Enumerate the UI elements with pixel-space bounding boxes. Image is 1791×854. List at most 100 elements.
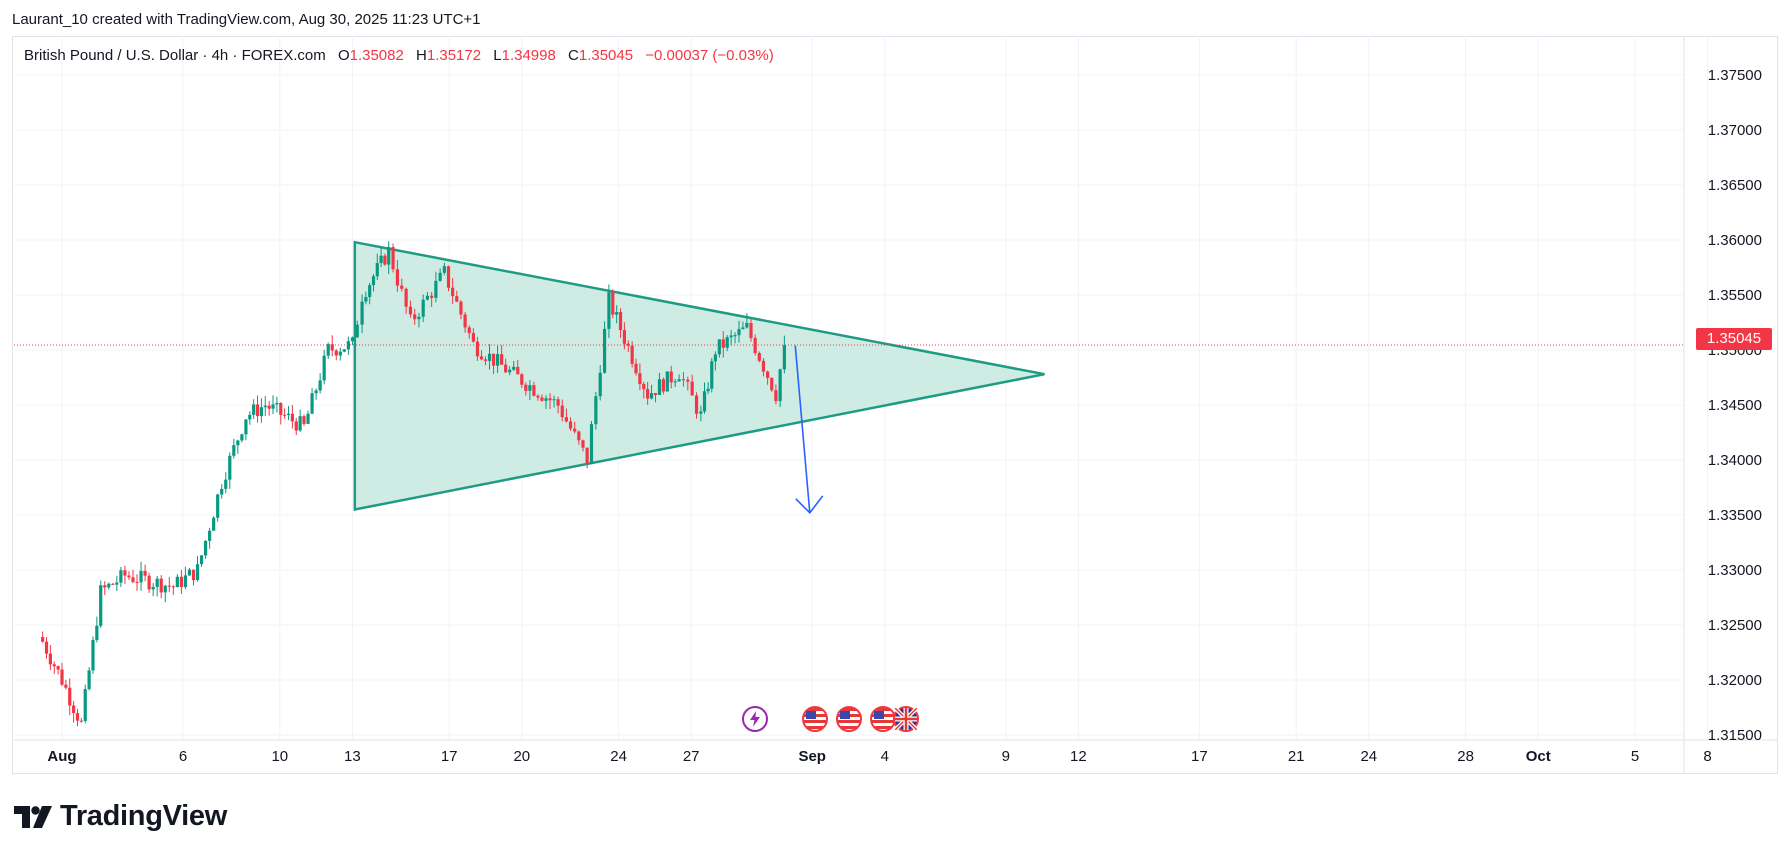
price-tick-label: 1.33000	[1708, 562, 1762, 579]
candle-body	[729, 335, 733, 338]
candle	[147, 572, 151, 593]
candle	[355, 320, 359, 338]
candle-body	[642, 384, 646, 390]
candle-body	[99, 585, 103, 626]
candle-body	[626, 343, 630, 346]
candle	[646, 381, 650, 405]
candle-body	[455, 296, 459, 302]
candle	[167, 577, 171, 593]
candle-body	[302, 416, 306, 424]
price-tick-label: 1.32500	[1708, 617, 1762, 634]
candle-body	[115, 582, 119, 585]
candle	[41, 631, 45, 643]
chart-frame	[12, 36, 1778, 774]
candle	[199, 554, 204, 567]
candle	[240, 433, 244, 443]
candle	[626, 340, 630, 352]
tradingview-logo[interactable]: TradingView	[14, 800, 227, 833]
time-tick-label: 21	[1288, 748, 1305, 765]
open-label: O	[337, 47, 350, 64]
candle-body	[326, 344, 330, 356]
candle-body	[203, 540, 208, 556]
candle	[729, 329, 733, 346]
arrow-shaft	[794, 345, 811, 513]
candle	[778, 368, 782, 408]
us-flag-icon[interactable]	[802, 706, 828, 732]
candle-body	[286, 413, 291, 416]
candle-body	[195, 564, 200, 581]
candle	[360, 294, 364, 334]
candle-body	[413, 314, 417, 320]
candle-body	[72, 705, 76, 714]
candle-body	[60, 669, 64, 685]
candle	[163, 584, 167, 603]
candle-body	[123, 570, 127, 576]
candle-body	[271, 404, 275, 409]
candle	[408, 300, 413, 318]
candle	[95, 616, 99, 643]
candle	[368, 282, 372, 305]
candle-body	[267, 405, 271, 409]
candle-body	[151, 586, 155, 590]
candle	[446, 265, 451, 292]
candle	[364, 291, 368, 305]
candle-body	[400, 285, 404, 289]
candle	[665, 371, 669, 392]
candle-body	[745, 322, 749, 328]
us-flag-icon[interactable]	[870, 706, 896, 732]
candle	[175, 574, 179, 588]
candle-body	[442, 266, 446, 273]
candle	[107, 582, 111, 590]
us-flag-icon[interactable]	[836, 706, 862, 732]
candle	[208, 527, 212, 549]
time-tick-label: 28	[1457, 748, 1474, 765]
candle	[467, 325, 471, 339]
candle	[123, 565, 127, 584]
lightning-icon[interactable]	[742, 706, 768, 732]
candle	[330, 335, 334, 357]
candle-body	[342, 349, 346, 352]
candle-body	[520, 374, 524, 385]
candle-body	[263, 405, 267, 408]
candle-body	[83, 689, 87, 721]
price-tick-label: 1.34500	[1708, 397, 1762, 414]
candle	[56, 665, 60, 675]
candle	[745, 313, 749, 329]
candle-body	[556, 399, 560, 406]
candle	[741, 321, 745, 330]
brand-name: TradingView	[60, 800, 227, 832]
price-tick-label: 1.34000	[1708, 452, 1762, 469]
candle-body	[350, 337, 354, 342]
time-tick-label: 8	[1703, 748, 1711, 765]
candle-body	[702, 391, 707, 412]
candle	[520, 373, 524, 388]
candle-body	[41, 637, 45, 642]
uk-flag-icon[interactable]	[893, 706, 919, 732]
candle-body	[741, 327, 745, 330]
candle	[72, 701, 76, 723]
candle	[673, 378, 677, 388]
price-axis: 1.375001.370001.365001.360001.355001.350…	[1708, 67, 1762, 744]
candle-body	[48, 653, 52, 665]
candle	[375, 253, 379, 281]
candle	[516, 359, 520, 375]
time-tick-label: Sep	[798, 748, 826, 765]
candle-body	[681, 379, 686, 381]
candle-body	[68, 687, 72, 706]
candle	[346, 336, 350, 355]
candle	[713, 351, 717, 371]
candle-body	[208, 530, 212, 541]
candle	[68, 678, 72, 716]
candle-body	[602, 328, 607, 373]
candle-body	[661, 379, 665, 392]
candle-body	[594, 396, 598, 425]
candle	[774, 384, 778, 405]
candle-body	[615, 312, 619, 315]
candle	[252, 399, 256, 420]
price-tick-label: 1.31500	[1708, 727, 1762, 744]
candle-body	[364, 297, 368, 302]
candle-body	[622, 330, 627, 344]
candle-body	[475, 341, 480, 357]
candle	[766, 370, 770, 385]
